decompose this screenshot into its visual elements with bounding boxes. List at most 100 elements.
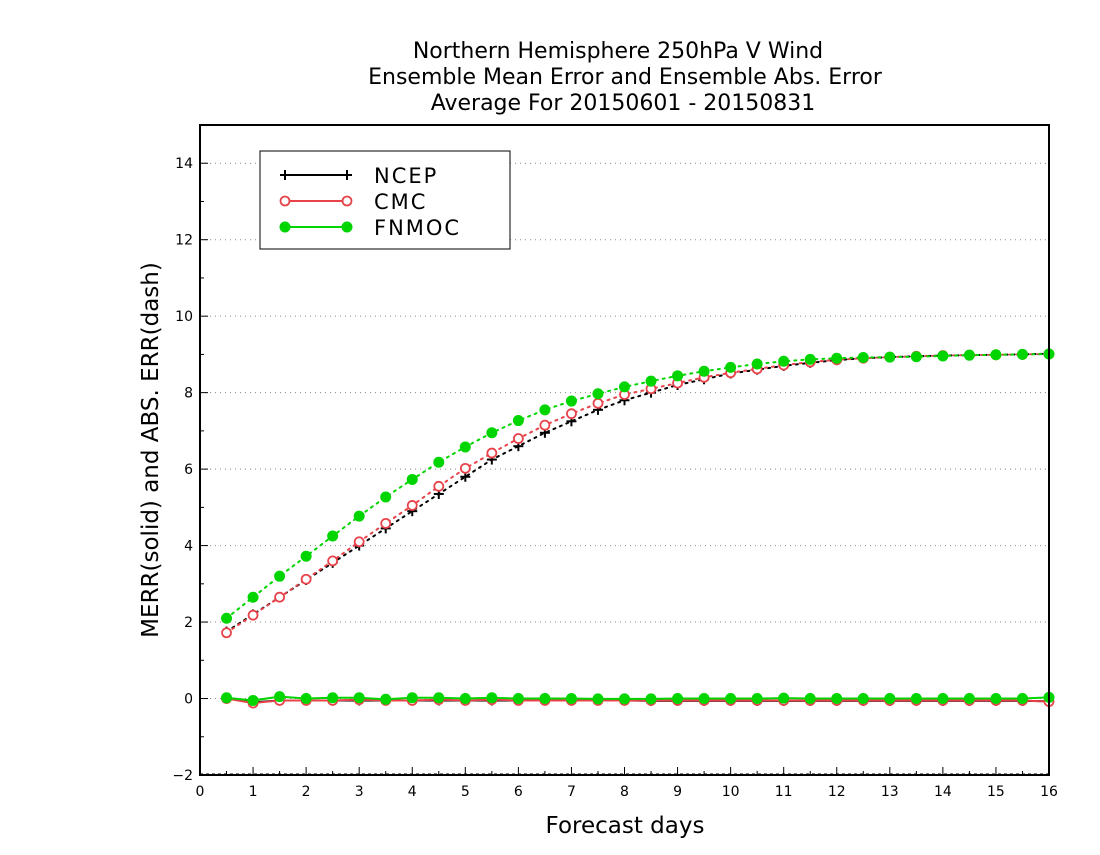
series-cmc: [221, 348, 1055, 709]
gridlines: [200, 162, 1049, 775]
series-fnmoc-mean-error-point: [486, 692, 498, 704]
series-fnmoc-abs-error-point: [539, 404, 551, 416]
series-fnmoc-abs-error-point: [804, 353, 816, 365]
legend-label-ncep: NCEP: [374, 164, 438, 188]
chart-title-line-3: Average For 20150601 - 20150831: [431, 91, 816, 116]
series-fnmoc-abs-error-point: [963, 349, 975, 361]
series-fnmoc-abs-error-point: [937, 350, 949, 362]
series-fnmoc-abs-error-point: [857, 351, 869, 363]
series-fnmoc-abs-error-point: [592, 388, 604, 400]
x-tick-label: 6: [514, 784, 523, 800]
legend-item-cmc: CMC: [279, 190, 427, 214]
series-fnmoc-mean-error-point: [353, 692, 365, 704]
x-tick-label: 12: [828, 784, 846, 800]
y-tick-label: 2: [184, 615, 193, 631]
legend-item-ncep: NCEP: [280, 164, 438, 188]
x-axis: 0 1 2 3 4 5 6 7 8 9 10 11 12 13 14 15 16: [196, 767, 1058, 800]
legend-label-fnmoc: FNMOC: [374, 216, 461, 240]
y-tick-label: 0: [184, 692, 193, 708]
x-tick-label: 7: [567, 784, 576, 800]
series-ncep-abs-error-line: [225, 352, 1050, 633]
series-fnmoc-abs-error-point: [274, 570, 286, 582]
x-tick-label: 4: [408, 784, 417, 800]
series-fnmoc-abs-error-point: [884, 351, 896, 363]
x-tick-label: 3: [355, 784, 364, 800]
series-fnmoc-mean-error-point: [645, 693, 657, 705]
series-cmc-abs-error-point: [406, 500, 418, 511]
series-fnmoc-mean-error-point: [751, 693, 763, 705]
series-fnmoc-abs-error-point: [990, 349, 1002, 361]
series-fnmoc-abs-error-point: [645, 375, 657, 387]
series-fnmoc-abs-error-line: [225, 353, 1050, 620]
series-fnmoc-mean-error-point: [459, 693, 471, 705]
series-fnmoc-mean-error-point: [539, 693, 551, 705]
series-fnmoc-abs-error-point: [725, 361, 737, 373]
y-tick-label: 8: [184, 386, 193, 402]
series-fnmoc-mean-error-point: [698, 693, 710, 705]
series-fnmoc-mean-error-point: [672, 693, 684, 705]
series-fnmoc-mean-error-point: [433, 692, 445, 704]
series-cmc-abs-error-point: [459, 462, 471, 474]
series-fnmoc-mean-error-point: [619, 693, 630, 705]
series-cmc-abs-error-point: [247, 609, 259, 621]
y-tick-label: 12: [175, 233, 193, 249]
series-fnmoc-abs-error-point: [619, 381, 630, 393]
series-cmc-abs-error-point: [327, 555, 339, 567]
x-tick-label: 11: [775, 784, 793, 800]
series-fnmoc-abs-error-point: [751, 358, 763, 370]
x-tick-label: 2: [302, 784, 311, 800]
series-fnmoc-mean-error-point: [831, 693, 843, 705]
x-tick-label: 9: [673, 784, 682, 800]
x-tick-label: 15: [987, 784, 1005, 800]
series-fnmoc-mean-error-point: [937, 693, 949, 705]
x-tick-label: 5: [461, 784, 470, 800]
series-fnmoc-mean-error-point: [725, 693, 737, 705]
x-axis-label: Forecast days: [546, 813, 705, 839]
series-fnmoc-abs-error-point: [1016, 348, 1028, 360]
legend-marker: [279, 221, 291, 233]
series-fnmoc-mean-error-point: [300, 693, 312, 705]
legend-marker: [341, 221, 353, 233]
x-tick-label: 16: [1040, 784, 1058, 800]
series-cmc-abs-error-point: [486, 447, 498, 459]
series-fnmoc-abs-error-point: [910, 351, 922, 363]
chart-title: Northern Hemisphere 250hPa V Wind Ensemb…: [368, 39, 883, 116]
series-cmc-abs-error-point: [539, 419, 551, 431]
series-fnmoc-abs-error-point: [672, 370, 684, 382]
series-cmc-abs-error-point: [300, 573, 312, 585]
x-tick-label: 8: [620, 784, 629, 800]
series-cmc-abs-error-point: [566, 408, 577, 420]
series-fnmoc-mean-error-point: [884, 693, 896, 705]
series-fnmoc-abs-error-point: [353, 510, 365, 522]
series-fnmoc-mean-error-point: [1016, 693, 1028, 705]
legend-marker: [342, 170, 352, 180]
legend-marker: [280, 170, 290, 180]
series-fnmoc-mean-error-point: [990, 693, 1002, 705]
series-fnmoc-abs-error-point: [512, 415, 524, 427]
series-fnmoc-mean-error-point: [380, 693, 392, 705]
series-cmc-abs-error-point: [274, 591, 285, 603]
series-fnmoc-abs-error-point: [778, 355, 790, 367]
y-tick-label: −2: [172, 768, 193, 784]
series-cmc-abs-error-point: [353, 536, 365, 548]
series-fnmoc-mean-error-point: [406, 692, 418, 704]
y-tick-label: 6: [184, 462, 193, 478]
x-tick-label: 1: [249, 784, 258, 800]
series-fnmoc-mean-error-point: [857, 693, 869, 705]
series-fnmoc-abs-error-point: [247, 591, 259, 603]
x-tick-label: 0: [196, 784, 205, 800]
y-tick-label: 10: [175, 309, 193, 325]
y-tick-label: 4: [184, 539, 193, 555]
chart-title-line-2: Ensemble Mean Error and Ensemble Abs. Er…: [368, 65, 883, 90]
x-tick-label: 10: [722, 784, 740, 800]
series-fnmoc-mean-error-point: [963, 693, 975, 705]
series-fnmoc-abs-error-point: [300, 550, 312, 562]
series-fnmoc-mean-error-point: [327, 692, 339, 704]
legend-marker: [279, 195, 291, 207]
series-fnmoc-mean-error-point: [274, 691, 286, 703]
legend-label-cmc: CMC: [374, 190, 427, 214]
y-axis: −2 0 2 4 6 8 10 12 14: [172, 156, 208, 784]
